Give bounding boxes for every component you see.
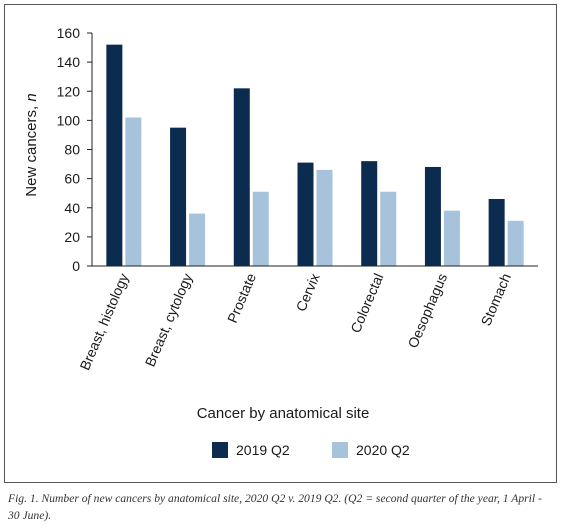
x-tick-label: Oesophagus [404, 271, 450, 350]
bar-series1 [106, 44, 123, 267]
legend: 2019 Q2 2020 Q2 [212, 442, 410, 458]
legend-swatch [212, 442, 228, 458]
x-tick-label: Breast, histology [76, 271, 131, 373]
x-axis-title: Cancer by anatomical site [197, 405, 370, 422]
y-tick-label: 140 [57, 54, 81, 70]
x-tick-label: Prostate [224, 271, 259, 325]
legend-label: 2019 Q2 [236, 442, 290, 458]
bar-series2 [252, 191, 269, 266]
x-tick-label: Cervix [293, 271, 323, 314]
y-tick-label: 100 [57, 112, 81, 128]
y-tick-label: 80 [64, 142, 80, 158]
bar-series2 [189, 213, 206, 266]
bars [106, 44, 524, 267]
y-tick-label: 160 [57, 25, 81, 41]
bar-series1 [424, 166, 441, 266]
bar-chart: 0 20 40 60 80 100 120 140 160 Breast, histology B… [23, 25, 538, 458]
bar-series2 [316, 169, 333, 266]
y-axis-title-main: New cancers, [23, 102, 40, 197]
y-tick-label: 20 [64, 229, 80, 245]
y-axis-ticks: 0 20 40 60 80 100 120 140 160 [57, 25, 92, 274]
bar-series2 [380, 191, 397, 266]
bar-series2 [507, 220, 524, 266]
y-tick-label: 60 [64, 171, 80, 187]
y-axis-title: New cancers, n [23, 93, 40, 196]
x-axis-tick-labels: Breast, histology Breast, cytology Prostat… [76, 271, 513, 373]
figure-caption: Fig. 1. Number of new cancers by anatomi… [8, 492, 542, 522]
bar-series1 [233, 88, 250, 267]
x-tick-label: Stomach [478, 271, 514, 328]
x-tick-label: Colorectal [347, 271, 386, 335]
y-axis-title-variable: n [23, 93, 40, 101]
bar-series1 [361, 161, 378, 266]
bar-series1 [488, 199, 505, 266]
y-tick-label: 120 [57, 83, 81, 99]
legend-swatch [332, 442, 348, 458]
bar-series2 [443, 210, 460, 266]
bar-series1 [297, 162, 314, 266]
y-tick-label: 0 [72, 258, 80, 274]
bar-series1 [170, 127, 187, 266]
y-tick-label: 40 [64, 200, 80, 216]
legend-label: 2020 Q2 [356, 442, 410, 458]
figure-frame [4, 4, 557, 483]
bar-series2 [125, 117, 142, 267]
x-tick-label: Breast, cytology [142, 271, 196, 369]
